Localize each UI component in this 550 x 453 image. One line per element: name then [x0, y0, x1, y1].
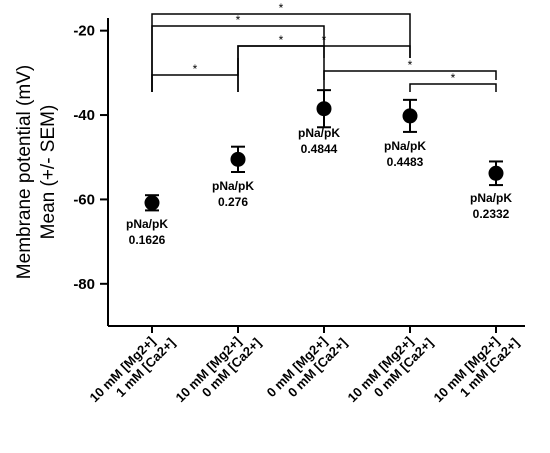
significance-brackets: * * * * * * *: [151, 1, 497, 92]
significance-bracket: *: [151, 13, 325, 92]
significance-star: *: [279, 1, 284, 15]
y-tick-label: -80: [73, 276, 95, 293]
significance-bracket: *: [409, 71, 497, 92]
ratio-annotation: pNa/pK 0.1626: [126, 217, 168, 247]
ratio-label: pNa/pK: [298, 126, 340, 140]
y-tick-label: -20: [73, 23, 95, 40]
y-axis-title-line: Mean (+/- SEM): [38, 105, 59, 240]
significance-star: *: [279, 33, 284, 47]
y-axis-title-line: Membrane potential (mV): [14, 65, 35, 279]
point-marker: [402, 108, 418, 124]
data-point: [144, 194, 160, 212]
x-tick-label: 10 mM [Mg2+]0 mM [Ca2+]: [172, 324, 263, 415]
ratio-label: pNa/pK: [470, 191, 512, 205]
significance-bracket: *: [323, 58, 497, 92]
ratio-annotation: pNa/pK 0.276: [212, 179, 254, 209]
ratio-annotation: pNa/pK 0.4844: [298, 126, 340, 156]
significance-bracket: *: [237, 33, 325, 92]
ratio-label: pNa/pK: [212, 179, 254, 193]
point-marker: [488, 165, 504, 181]
bracket-line: [409, 83, 497, 92]
data-point: [316, 89, 332, 129]
significance-star: *: [236, 13, 241, 27]
significance-star: *: [322, 33, 327, 47]
data-points: [144, 89, 504, 212]
point-marker: [230, 151, 246, 167]
ratio-label: pNa/pK: [126, 217, 168, 231]
ratio-value: 0.2332: [473, 207, 510, 221]
y-axis-title-text: Membrane potential (mV) Mean (+/- SEM): [14, 65, 59, 279]
ratio-annotation: pNa/pK 0.2332: [470, 191, 512, 221]
point-marker: [316, 101, 332, 117]
bracket-line: [323, 70, 497, 92]
significance-star: *: [193, 62, 198, 76]
significance-star: *: [451, 71, 456, 85]
x-tick-label: 10 mM [Mg2+]0 mM [Ca2+]: [344, 324, 435, 415]
significance-bracket: *: [151, 58, 239, 92]
x-tick-label: 10 mM [Mg2+]1 mM [Ca2+]: [86, 324, 177, 415]
ratio-value: 0.4483: [387, 155, 424, 169]
y-tick-label: -40: [73, 107, 95, 124]
x-tick-labels: 10 mM [Mg2+]1 mM [Ca2+]10 mM [Mg2+]0 mM …: [86, 324, 521, 415]
data-point: [230, 145, 246, 173]
ratio-label: pNa/pK: [384, 139, 426, 153]
bracket-line: [237, 45, 325, 92]
ratio-value: 0.276: [218, 195, 248, 209]
data-point: [402, 98, 418, 133]
y-tick-label: -60: [73, 191, 95, 208]
data-point: [488, 160, 504, 187]
ratio-annotation: pNa/pK 0.4483: [384, 139, 426, 169]
y-axis-title: Membrane potential (mV) Mean (+/- SEM): [14, 65, 59, 279]
significance-star: *: [408, 58, 413, 72]
point-marker: [144, 195, 160, 211]
x-tick-label: 10 mM [Mg2+]1 mM [Ca2+]: [430, 324, 521, 415]
x-tick-label: 0 mM [Mg2+]0 mM [Ca2+]: [264, 324, 350, 410]
bracket-line: [151, 25, 325, 92]
ratio-value: 0.1626: [129, 233, 166, 247]
axes: -20 -40 -60 -80: [73, 18, 525, 333]
ratio-value: 0.4844: [301, 142, 338, 156]
